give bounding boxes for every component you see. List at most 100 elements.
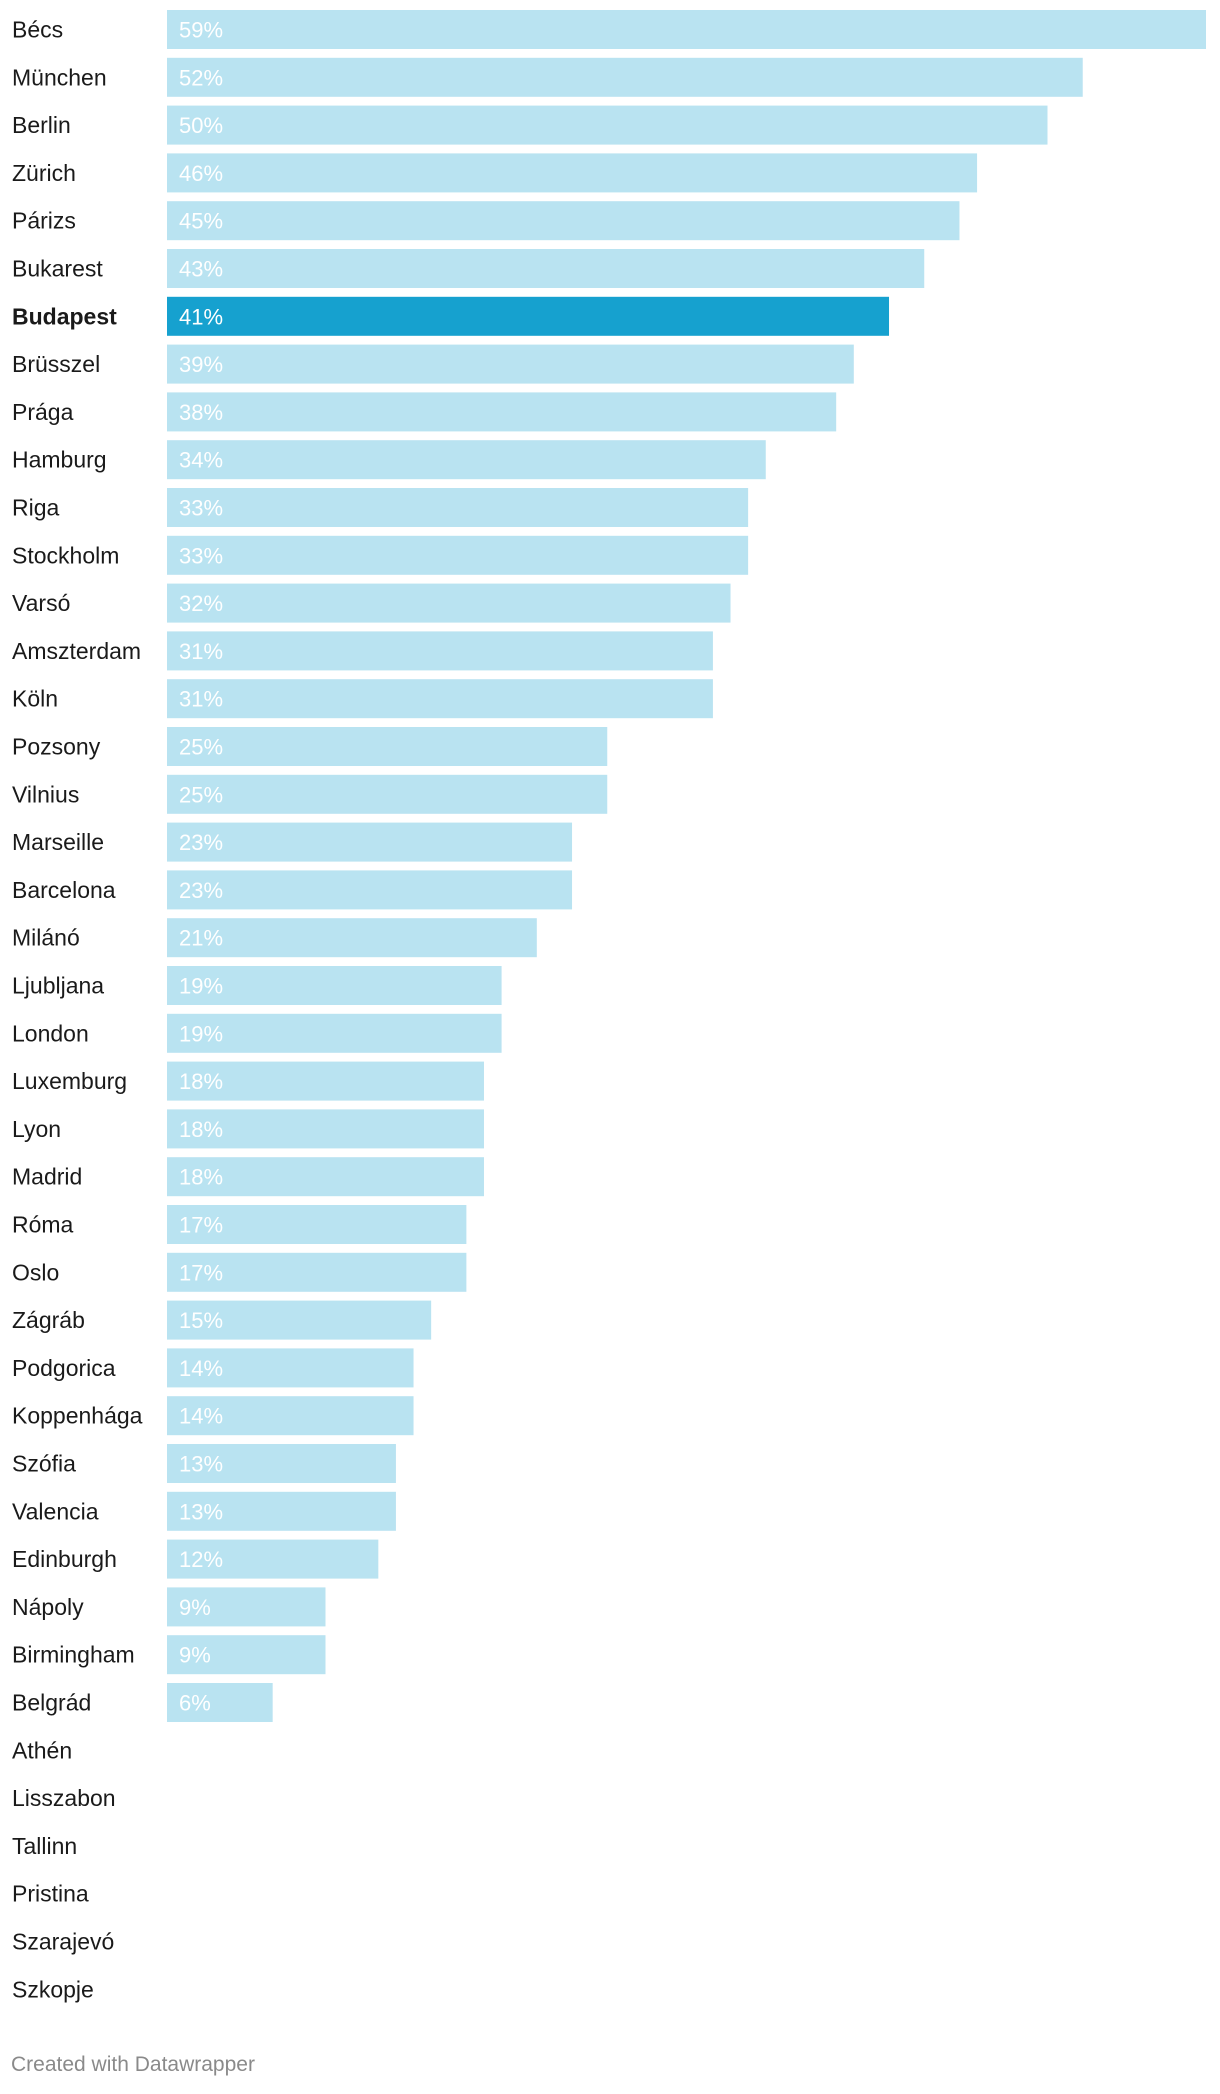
category-label: Zürich <box>12 160 76 186</box>
bar <box>167 774 608 814</box>
bar <box>167 583 731 623</box>
value-label: 32% <box>179 591 223 616</box>
bar <box>167 1396 414 1436</box>
value-label: 18% <box>179 1069 223 1094</box>
bar <box>167 57 1083 97</box>
category-label: Amszterdam <box>12 638 141 664</box>
value-label: 17% <box>179 1260 223 1285</box>
value-label: 13% <box>179 1499 223 1524</box>
bar <box>167 1587 326 1627</box>
category-label: Oslo <box>12 1259 59 1285</box>
value-label: 31% <box>179 639 223 664</box>
value-label: 59% <box>179 18 223 43</box>
value-label: 52% <box>179 65 223 90</box>
category-label: Edinburgh <box>12 1546 117 1572</box>
bar <box>167 1444 396 1483</box>
category-label: Pristina <box>12 1881 89 1907</box>
bar <box>167 1013 502 1053</box>
value-label: 12% <box>179 1547 223 1572</box>
category-label: Szkopje <box>12 1976 94 2002</box>
bar <box>167 1205 467 1244</box>
value-label: 13% <box>179 1452 223 1477</box>
category-label: Podgorica <box>12 1355 116 1381</box>
bar <box>167 822 573 862</box>
category-label: Párizs <box>12 208 76 234</box>
value-label: 45% <box>179 209 223 234</box>
category-label: Szarajevó <box>12 1929 114 1955</box>
category-label: Bécs <box>12 17 63 43</box>
value-label: 39% <box>179 352 223 377</box>
value-label: 18% <box>179 1117 223 1142</box>
bar <box>167 727 608 766</box>
category-label: Nápoly <box>12 1594 84 1620</box>
category-label: Hamburg <box>12 447 107 473</box>
category-label: Milánó <box>12 925 80 951</box>
value-label: 6% <box>179 1691 211 1716</box>
value-label: 34% <box>179 448 223 473</box>
value-label: 38% <box>179 400 223 425</box>
value-label: 43% <box>179 257 223 282</box>
bar <box>167 535 749 575</box>
bar <box>167 105 1048 145</box>
category-label: Birmingham <box>12 1642 135 1668</box>
bar <box>167 1061 484 1101</box>
value-label: 25% <box>179 782 223 807</box>
category-label: München <box>12 64 107 90</box>
bar <box>167 296 890 336</box>
category-label: Szófia <box>12 1451 76 1477</box>
value-label: 41% <box>179 304 223 329</box>
value-label: 33% <box>179 543 223 568</box>
value-label: 31% <box>179 687 223 712</box>
bar <box>167 1109 484 1149</box>
category-label: London <box>12 1020 89 1046</box>
category-label: Berlin <box>12 112 71 138</box>
category-label: Varsó <box>12 590 70 616</box>
category-label: Stockholm <box>12 542 119 568</box>
category-label: Luxemburg <box>12 1068 127 1094</box>
bar <box>167 1635 326 1675</box>
value-label: 18% <box>179 1165 223 1190</box>
category-label: Koppenhága <box>12 1403 143 1429</box>
bar <box>167 153 978 193</box>
category-label: Athén <box>12 1737 72 1763</box>
value-label: 33% <box>179 496 223 521</box>
value-label: 50% <box>179 113 223 138</box>
category-label: Madrid <box>12 1164 82 1190</box>
category-label: Lyon <box>12 1116 61 1142</box>
bar <box>167 1539 379 1579</box>
bar <box>167 1348 414 1388</box>
category-label: Tallinn <box>12 1833 77 1859</box>
value-label: 19% <box>179 974 223 999</box>
category-label: Köln <box>12 686 58 712</box>
category-label: Belgrád <box>12 1690 91 1716</box>
value-label: 9% <box>179 1643 211 1668</box>
value-label: 15% <box>179 1308 223 1333</box>
value-label: 23% <box>179 878 223 903</box>
category-label: Lisszabon <box>12 1785 116 1811</box>
value-label: 14% <box>179 1404 223 1429</box>
bar <box>167 440 766 480</box>
bar <box>167 1157 484 1197</box>
bar <box>167 1683 273 1722</box>
bar <box>167 488 749 527</box>
bar <box>167 918 537 958</box>
category-label: Vilnius <box>12 781 79 807</box>
category-label: Ljubljana <box>12 973 104 999</box>
category-label: Zágráb <box>12 1307 85 1333</box>
category-label: Budapest <box>12 303 117 329</box>
value-label: 21% <box>179 926 223 951</box>
credit-footer: Created with Datawrapper <box>11 2053 255 2076</box>
bar <box>167 249 925 288</box>
value-label: 14% <box>179 1356 223 1381</box>
value-label: 17% <box>179 1213 223 1238</box>
bar <box>167 1300 432 1340</box>
bar <box>167 870 573 910</box>
bar <box>167 392 837 432</box>
bar <box>167 1252 467 1292</box>
bar <box>167 344 854 384</box>
category-label: Valencia <box>12 1498 99 1524</box>
bar <box>167 679 713 719</box>
category-label: Róma <box>12 1212 74 1238</box>
bar <box>167 201 960 241</box>
category-label: Prága <box>12 399 74 425</box>
